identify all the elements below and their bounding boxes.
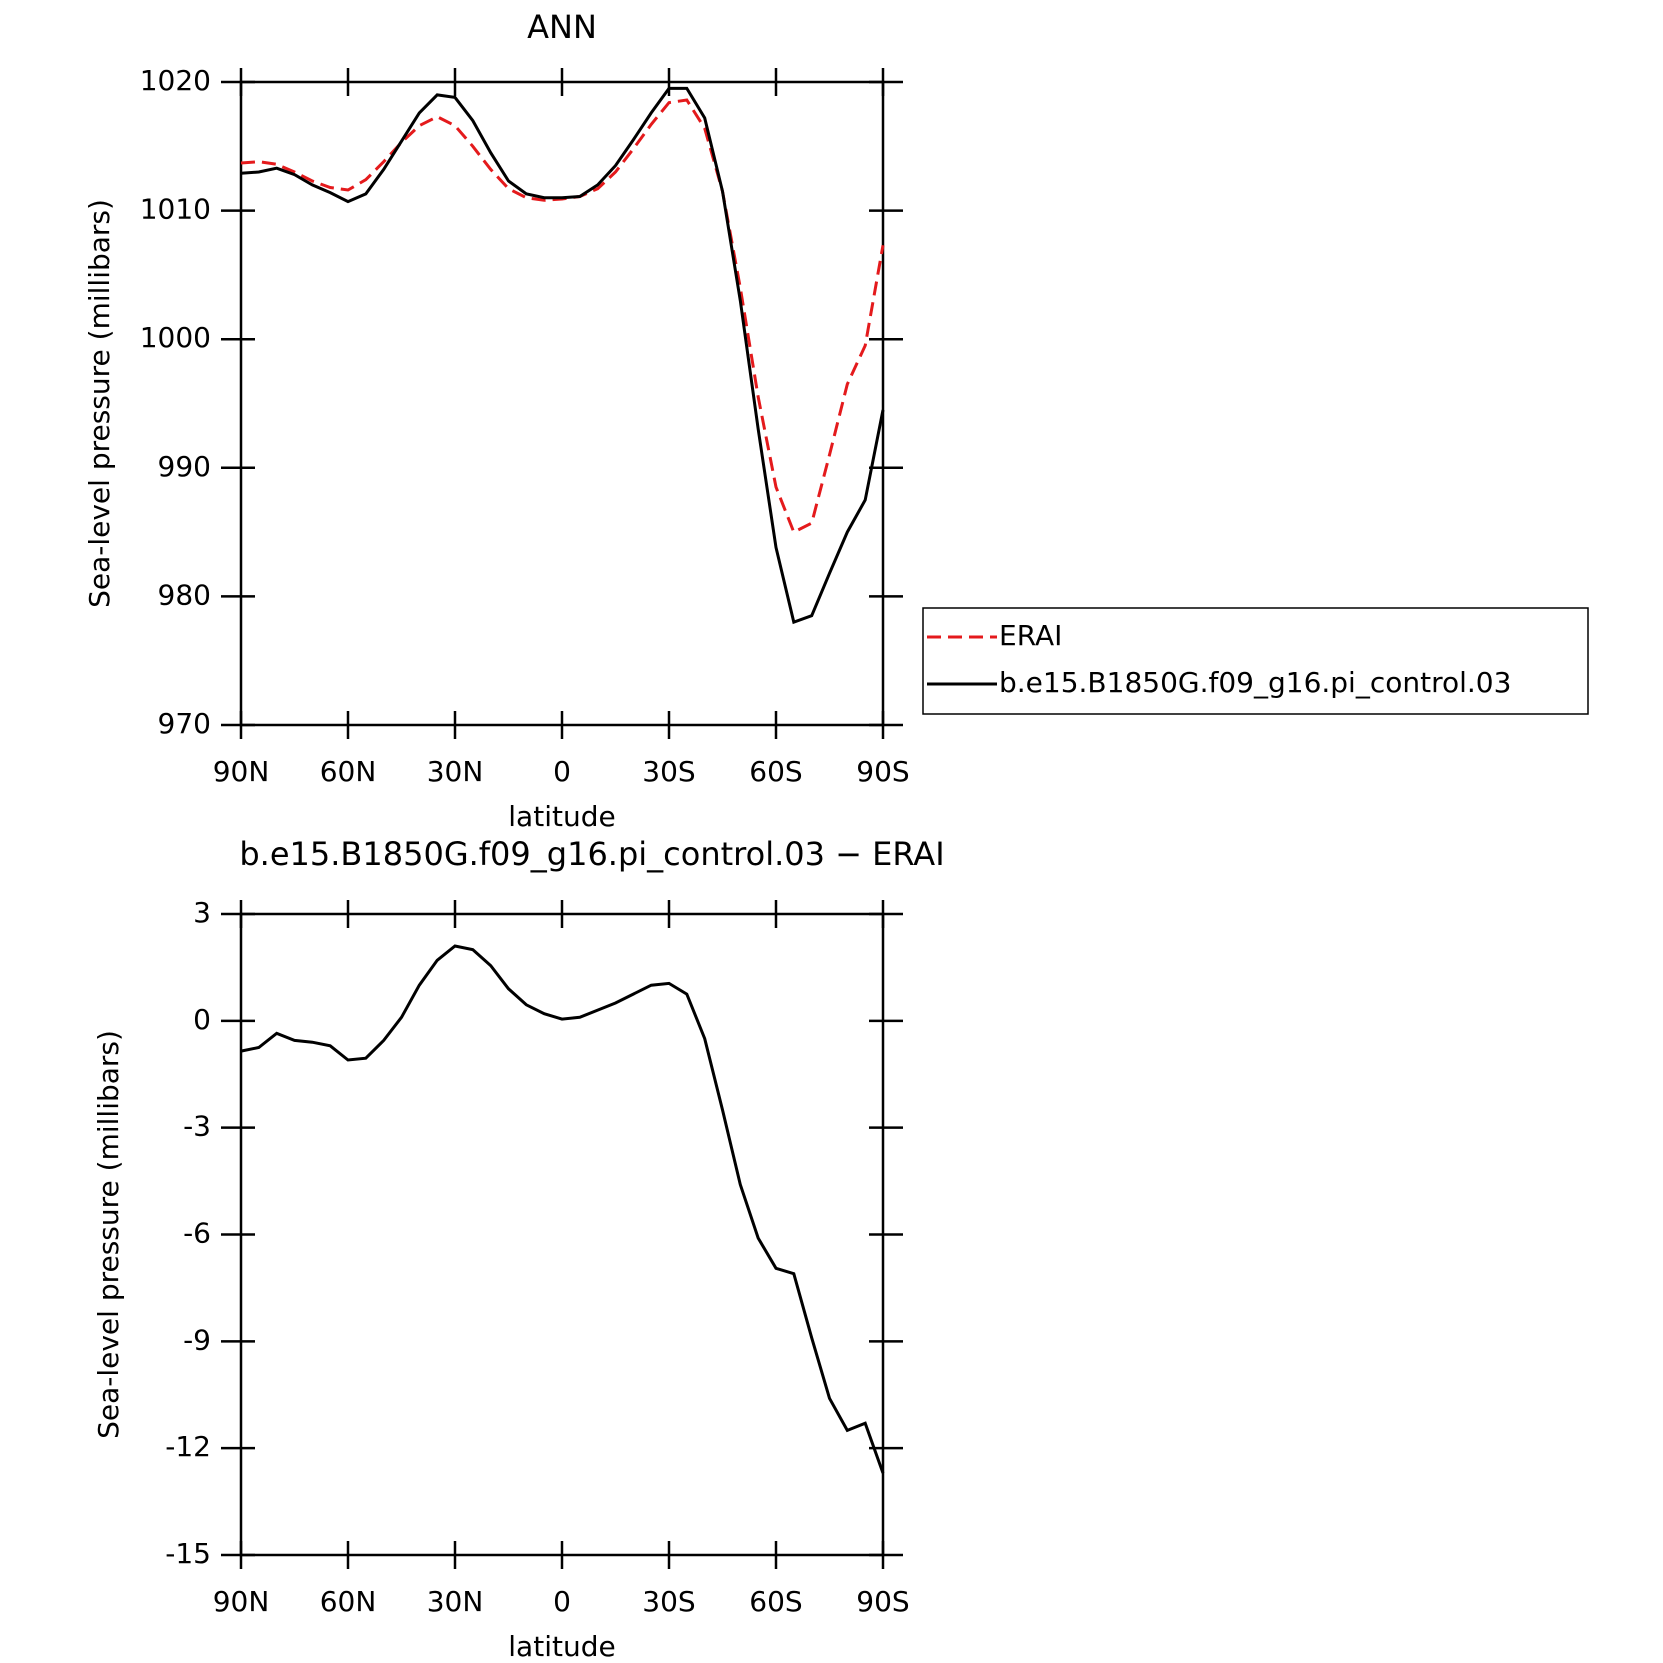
- legend-box: [922, 607, 1589, 715]
- x-axis-label: latitude: [508, 1630, 615, 1663]
- y-tick-label: -9: [183, 1323, 211, 1356]
- x-tick-label: 90S: [856, 1585, 909, 1618]
- x-tick-label: 30N: [427, 755, 484, 788]
- x-tick-label: 0: [553, 755, 571, 788]
- y-tick-label: -6: [183, 1217, 211, 1250]
- y-tick-label: 1010: [140, 193, 211, 226]
- x-tick-label: 60S: [749, 755, 802, 788]
- y-axis-label: Sea-level pressure (millibars): [92, 1030, 125, 1439]
- x-axis-label: latitude: [508, 800, 615, 833]
- legend-label: b.e15.B1850G.f09_g16.pi_control.03: [999, 666, 1511, 699]
- y-tick-label: 1020: [140, 64, 211, 97]
- y-tick-label: -12: [165, 1430, 211, 1463]
- x-tick-label: 60S: [749, 1585, 802, 1618]
- x-tick-label: 60N: [320, 1585, 377, 1618]
- y-tick-label: 990: [158, 450, 211, 483]
- y-axis-label: Sea-level pressure (millibars): [83, 199, 116, 608]
- y-tick-label: -3: [183, 1110, 211, 1143]
- x-tick-label: 90N: [213, 755, 270, 788]
- x-tick-label: 0: [553, 1585, 571, 1618]
- y-tick-label: -15: [165, 1537, 211, 1570]
- y-tick-label: 3: [193, 896, 211, 929]
- x-tick-label: 90S: [856, 755, 909, 788]
- y-tick-label: 0: [193, 1003, 211, 1036]
- y-tick-label: 980: [158, 578, 211, 611]
- x-tick-label: 60N: [320, 755, 377, 788]
- legend-label: ERAI: [999, 619, 1062, 652]
- data-line: [240, 944, 885, 1474]
- chart-title: b.e15.B1850G.f09_g16.pi_control.03 − ERA…: [239, 835, 944, 873]
- x-tick-label: 30S: [642, 1585, 695, 1618]
- x-tick-label: 30N: [427, 1585, 484, 1618]
- plot-frame: [239, 80, 885, 727]
- data-line: [240, 86, 885, 625]
- y-tick-label: 1000: [140, 321, 211, 354]
- data-line: [240, 98, 885, 535]
- y-tick-label: 970: [158, 707, 211, 740]
- x-tick-label: 90N: [213, 1585, 270, 1618]
- plot-frame: [239, 912, 885, 1557]
- chart-title: ANN: [527, 8, 597, 46]
- x-tick-label: 30S: [642, 755, 695, 788]
